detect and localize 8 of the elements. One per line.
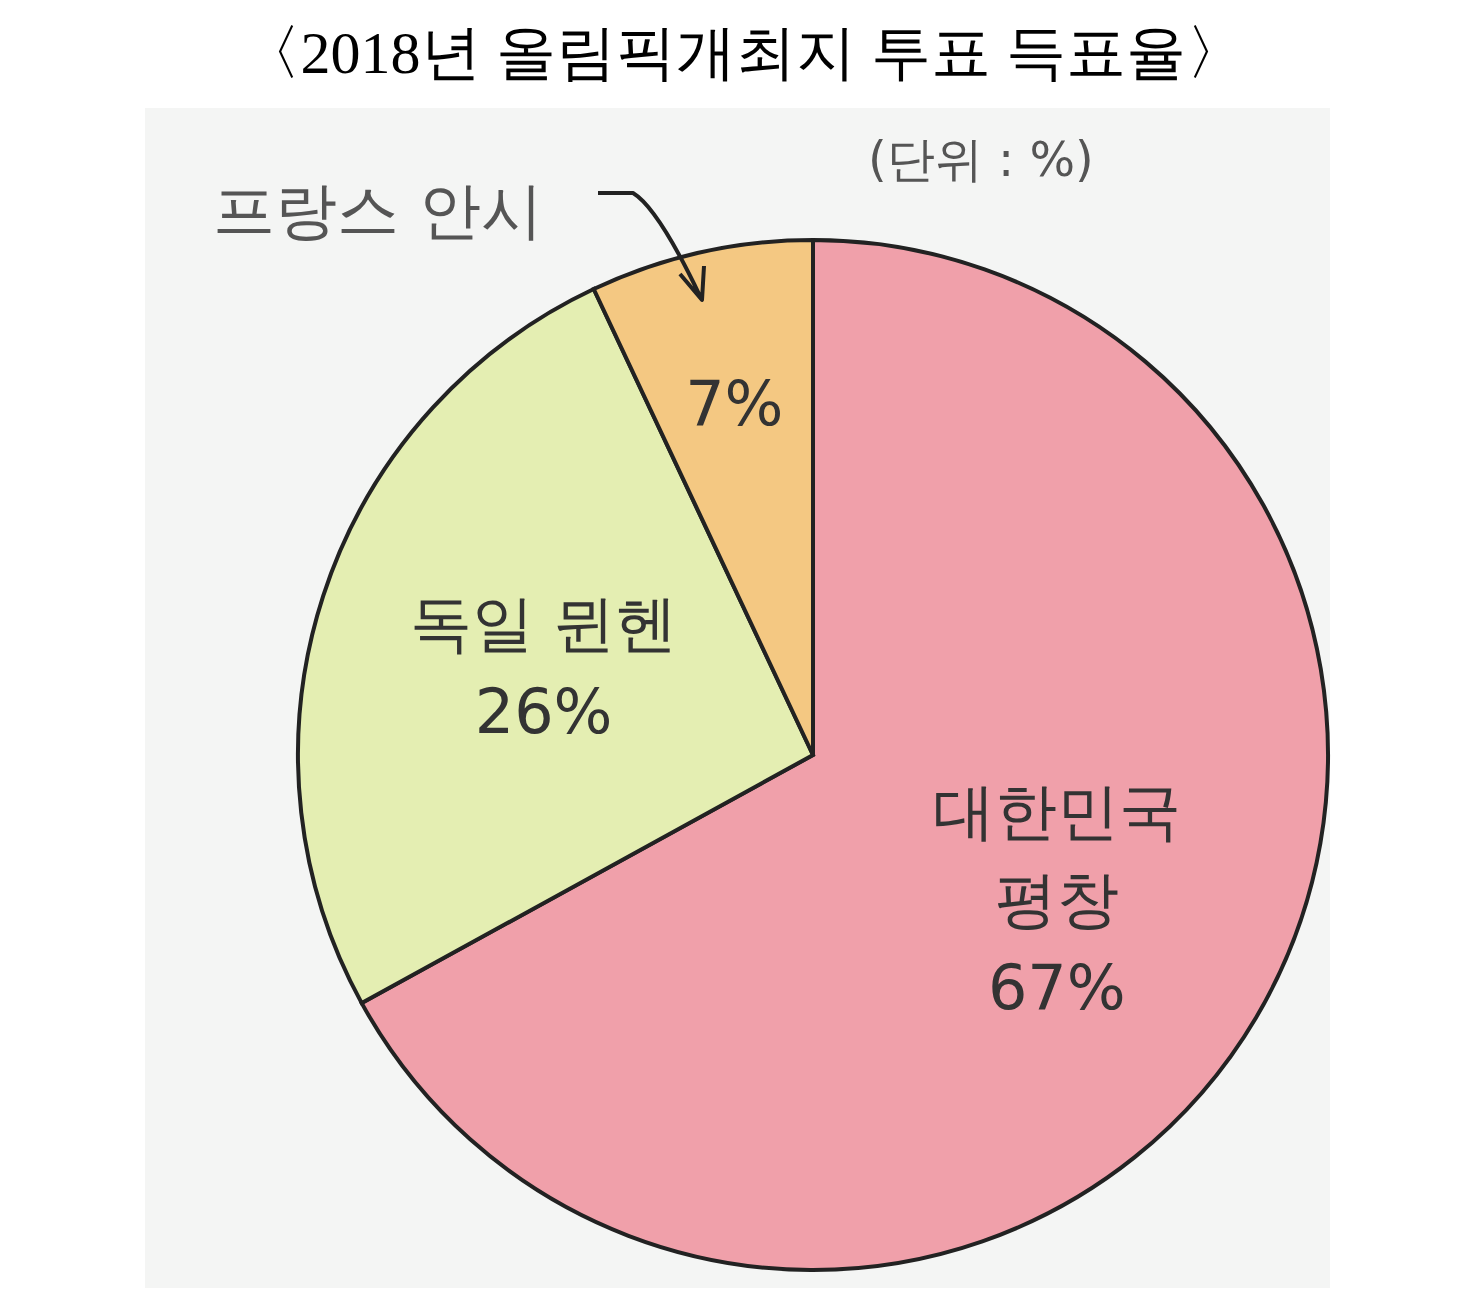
chart-title: 〈2018년 올림픽개최지 투표 득표율〉 [239, 19, 1247, 88]
data-label: 7% [685, 366, 784, 440]
data-label: 26% [474, 674, 613, 748]
text: (단위 : %) [868, 130, 1094, 189]
slice-label: 프랑스 안시 [213, 173, 543, 247]
slice-label: 대한민국 평창 [932, 774, 1181, 936]
slice-label: 독일 뮌헨 [409, 586, 678, 660]
data-label: 67% [987, 950, 1126, 1024]
